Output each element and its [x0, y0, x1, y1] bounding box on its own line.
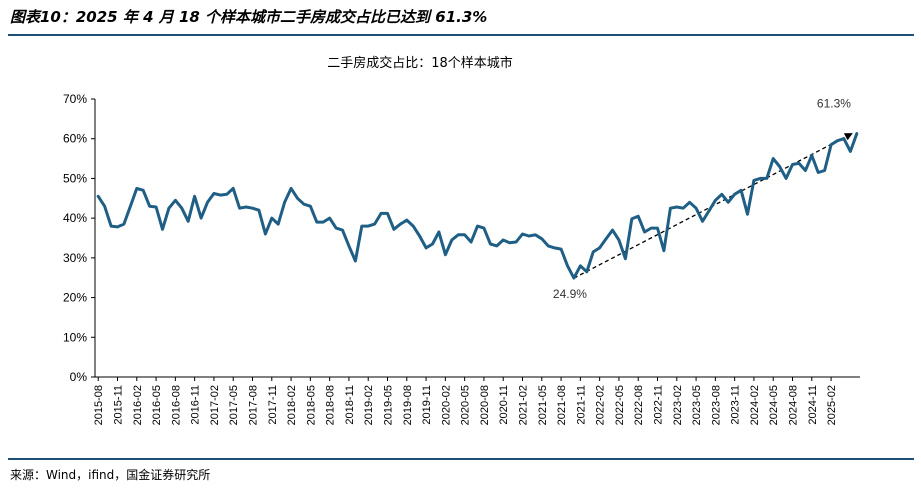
series-line	[96, 132, 859, 280]
y-tick-label: 70%	[63, 92, 87, 106]
x-tick-label: 2022-08	[633, 385, 645, 425]
x-tick-label: 2024-05	[768, 385, 780, 425]
x-tick-label: 2023-05	[691, 385, 703, 425]
x-tick-label: 2017-08	[248, 385, 260, 425]
x-tick-label: 2016-02	[132, 385, 144, 425]
title-divider	[8, 34, 914, 36]
x-tick-label: 2017-02	[209, 385, 221, 425]
x-tick-label: 2018-11	[344, 385, 356, 425]
x-tick-label: 2016-11	[190, 385, 202, 425]
x-tick-label: 2019-05	[383, 385, 395, 425]
x-tick-label: 2016-08	[170, 385, 182, 425]
data-annotation-label: 24.9%	[553, 287, 587, 301]
x-tick-label: 2024-02	[749, 385, 761, 425]
annotations: 24.9% 61.3%	[553, 97, 851, 302]
x-axis-ticks: 2015-08 2015-11 2016-02 2016-05 2016-08 2016-…	[93, 377, 838, 425]
x-tick-label: 2019-11	[421, 385, 433, 425]
y-tick-label: 0%	[70, 370, 88, 384]
x-tick-label: 2025-02	[826, 385, 838, 425]
y-tick-label: 20%	[63, 291, 87, 305]
x-tick-label: 2021-11	[575, 385, 587, 425]
source-note: 来源：Wind，ifind，国金证券研究所	[10, 468, 211, 482]
x-tick-label: 2021-02	[518, 385, 530, 425]
x-tick-label: 2016-05	[151, 385, 163, 425]
x-tick-label: 2023-08	[710, 385, 722, 425]
x-tick-label: 2023-02	[672, 385, 684, 425]
x-tick-label: 2018-05	[305, 385, 317, 425]
x-tick-label: 2017-05	[228, 385, 240, 425]
y-tick-label: 40%	[63, 211, 87, 225]
x-tick-label: 2018-08	[325, 385, 337, 425]
x-tick-label: 2020-02	[440, 385, 452, 425]
x-tick-label: 2018-02	[286, 385, 298, 425]
data-annotation-label: 61.3%	[817, 97, 851, 111]
y-tick-label: 10%	[63, 330, 87, 344]
x-tick-label: 2015-08	[93, 385, 105, 425]
x-tick-label: 2021-05	[537, 385, 549, 425]
x-tick-label: 2020-08	[479, 385, 491, 425]
x-tick-label: 2022-11	[653, 385, 665, 425]
x-tick-label: 2019-02	[363, 385, 375, 425]
x-tick-label: 2024-08	[788, 385, 800, 425]
chart-axes	[94, 99, 860, 378]
y-tick-label: 60%	[63, 132, 87, 146]
y-axis-ticks: 0% 10% 20% 30% 40% 50% 60% 70%	[63, 92, 95, 384]
x-tick-label: 2019-08	[402, 385, 414, 425]
chart-title: 二手房成交占比：18个样本城市	[327, 55, 513, 71]
figure-title: 图表10：2025 年 4 月 18 个样本城市二手房成交占比已达到 61.3%	[10, 8, 488, 26]
x-tick-label: 2024-11	[807, 385, 819, 425]
y-tick-label: 30%	[63, 251, 87, 265]
x-tick-label: 2020-11	[498, 385, 510, 425]
source-divider	[8, 458, 914, 460]
x-tick-label: 2022-02	[595, 385, 607, 425]
x-tick-label: 2022-05	[614, 385, 626, 425]
x-tick-label: 2023-11	[730, 385, 742, 425]
y-tick-label: 50%	[63, 171, 87, 185]
x-tick-label: 2020-05	[460, 385, 472, 425]
x-tick-label: 2017-11	[267, 385, 279, 425]
series-group	[96, 132, 859, 280]
x-tick-label: 2015-11	[113, 385, 125, 425]
x-tick-label: 2021-08	[556, 385, 568, 425]
